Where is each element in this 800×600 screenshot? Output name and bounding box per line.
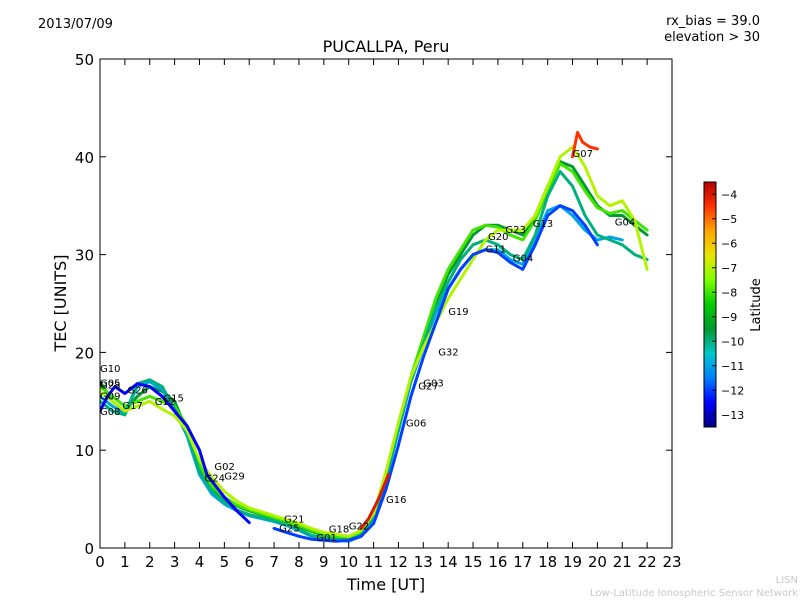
prn-label: G04 [513, 253, 533, 264]
y-tick-label: 40 [75, 149, 94, 167]
x-tick-label: 4 [195, 553, 205, 571]
prn-label: G12 [155, 397, 175, 408]
x-axis-label: Time [UT] [346, 575, 425, 594]
colorbar-ticks: −4 −5 −6 −7 −8 −9 −10 −11 −12 −13 [712, 188, 744, 422]
chart-title: PUCALLPA, Peru [322, 37, 450, 56]
colorbar-label: Latitude [749, 278, 764, 332]
elevation-label: elevation > 30 [664, 30, 760, 45]
colorbar-tick-label: −12 [721, 384, 744, 397]
colorbar-tick-label: −4 [721, 188, 737, 201]
prn-label: G02 [214, 462, 234, 473]
prn-label: G10 [100, 364, 120, 375]
y-tick-label: 30 [75, 247, 94, 265]
x-tick-label: 15 [463, 553, 482, 571]
prn-label: G23 [505, 225, 525, 236]
prn-label: G25 [279, 523, 299, 534]
x-tick-label: 14 [439, 553, 458, 571]
series-line-C [100, 204, 624, 543]
series-line-D [100, 170, 649, 542]
x-axis: 0 1 2 3 4 5 6 7 8 9 10 11 12 13 14 15 16 17 18 19 20 21 22 23 [95, 59, 682, 571]
prn-label: G13 [533, 219, 553, 230]
series-line-A [100, 160, 649, 540]
y-tick-label: 20 [75, 344, 94, 362]
colorbar: −4 −5 −6 −7 −8 −9 −10 −11 −12 −13 Latitude [703, 181, 764, 428]
x-tick-label: 6 [244, 553, 254, 571]
prn-label: G07 [573, 149, 593, 160]
x-tick-label: 5 [220, 553, 230, 571]
footer-org-short: LISN [775, 575, 798, 586]
colorbar-tick-label: −6 [721, 237, 737, 250]
x-tick-label: 18 [538, 553, 557, 571]
x-tick-label: 17 [513, 553, 532, 571]
y-axis: 0 10 20 30 40 50 [75, 51, 672, 558]
colorbar-tick-label: −11 [721, 360, 744, 373]
series-line-F [100, 382, 251, 525]
series-line-B [100, 162, 649, 539]
y-tick-label: 0 [84, 540, 94, 558]
series-line-G [272, 204, 599, 543]
x-tick-label: 11 [364, 553, 383, 571]
x-tick-label: 22 [638, 553, 657, 571]
prn-label: G26 [127, 386, 147, 397]
footer: LISN Low-Latitude Ionospheric Sensor Net… [590, 574, 798, 600]
prn-label: G32 [438, 347, 458, 358]
x-tick-label: 1 [120, 553, 130, 571]
prn-label: G06 [406, 419, 426, 430]
prn-label: G04 [615, 217, 635, 228]
prn-label: G08 [100, 407, 120, 418]
rx-bias-label: rx_bias = 39.0 [666, 14, 760, 29]
prn-label: G09 [100, 391, 120, 402]
series-line-I [571, 130, 599, 159]
settings-readout: rx_bias = 39.0 elevation > 30 [664, 14, 760, 46]
prn-label: G28 [100, 381, 120, 392]
colorbar-tick-label: −9 [721, 311, 737, 324]
x-tick-label: 9 [319, 553, 329, 571]
plot-frame [99, 58, 673, 549]
prn-label: G24 [205, 474, 225, 485]
prn-label: G22 [349, 521, 369, 532]
prn-label: G19 [448, 307, 468, 318]
prn-label: G20 [488, 232, 508, 243]
date-label: 2013/07/09 [38, 17, 113, 32]
colorbar-tick-label: −5 [721, 213, 737, 226]
colorbar-tick-label: −13 [721, 409, 744, 422]
prn-label: G17 [122, 401, 142, 412]
prn-label: G27 [418, 382, 438, 393]
x-tick-label: 7 [269, 553, 279, 571]
prn-label: G29 [224, 472, 244, 483]
x-tick-label: 8 [294, 553, 304, 571]
prn-label: G16 [386, 495, 406, 506]
x-tick-label: 19 [563, 553, 582, 571]
prn-label: G05 [100, 379, 120, 390]
x-tick-label: 2 [145, 553, 155, 571]
x-tick-label: 21 [613, 553, 632, 571]
y-tick-label: 50 [75, 51, 94, 69]
x-tick-label: 13 [414, 553, 433, 571]
x-tick-label: 20 [588, 553, 607, 571]
prn-label: G11 [486, 245, 506, 256]
footer-org-long: Low-Latitude Ionospheric Sensor Network [590, 588, 798, 599]
colorbar-tick-label: −8 [721, 286, 737, 299]
x-tick-label: 0 [95, 553, 105, 571]
y-tick-label: 10 [75, 442, 94, 460]
prn-label: G21 [284, 515, 304, 526]
prn-label: G01 [316, 533, 336, 544]
x-tick-label: 12 [389, 553, 408, 571]
colorbar-tick-label: −7 [721, 262, 737, 275]
y-axis-label: TEC [UNITS] [51, 255, 70, 353]
x-tick-label: 3 [170, 553, 180, 571]
prn-label: G03 [423, 379, 443, 390]
series-line-H [359, 473, 390, 530]
prn-label: G18 [329, 524, 349, 535]
colorbar-tick-label: −10 [721, 335, 744, 348]
series-layer [100, 130, 649, 543]
x-tick-label: 10 [339, 553, 358, 571]
series-line-E [100, 145, 649, 538]
prn-label: G15 [163, 393, 183, 404]
x-tick-label: 16 [488, 553, 507, 571]
x-tick-label: 23 [662, 553, 681, 571]
